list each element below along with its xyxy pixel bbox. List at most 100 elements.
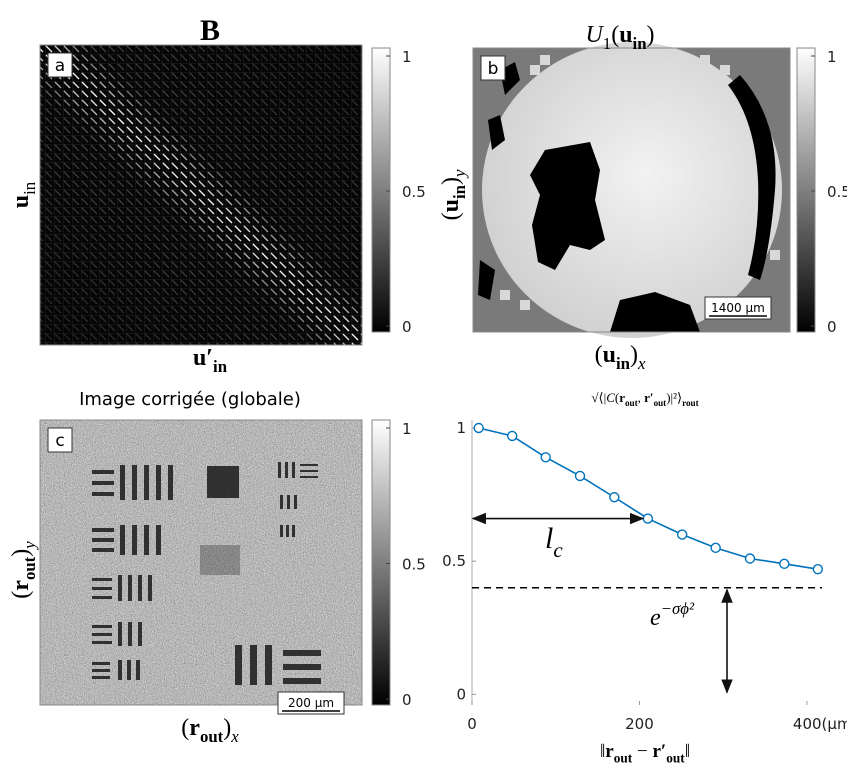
y-axis-label-part: r [619, 390, 625, 405]
y-axis-label-part: r′ [644, 390, 653, 405]
x-axis-label-part: r′ [652, 741, 666, 762]
image-frame [39, 419, 363, 706]
y-axis-label-part: out [20, 556, 39, 580]
x-axis-label-part: out [666, 751, 685, 765]
colorbar-tick-label: 1 [402, 420, 412, 438]
data-point [779, 558, 790, 570]
panel-title-part: ( [611, 22, 619, 48]
image-frame [472, 47, 791, 333]
panel-title: Image corrigée (globale) [79, 389, 301, 410]
colorbar-tick-label: 0 [402, 691, 412, 709]
panel-label: c [55, 431, 64, 451]
y-axis-label-part: u [8, 195, 34, 208]
colorbar-tick-label: 1 [827, 48, 837, 66]
x-axis-label-part: ‖ [600, 741, 605, 762]
y-axis-label-part: ) [438, 177, 464, 185]
colorbar-tick-label: 1 [402, 48, 412, 66]
x-axis-label-part: r [189, 715, 200, 741]
y-axis-label-part: ) [8, 549, 34, 557]
y-axis-label-part: ( [438, 212, 464, 220]
x-axis-label-part: ‖ [685, 741, 690, 762]
y-axis-label-part: , [638, 390, 645, 405]
y-axis-label: (uin)y [438, 169, 469, 220]
y-axis-label-part: u [438, 199, 464, 212]
panel-title-part: u [619, 22, 632, 48]
lc-label-part: c [553, 538, 563, 562]
data-point [540, 452, 551, 463]
panel-title-part: 1 [603, 34, 611, 53]
y-axis-label-part: r [8, 580, 34, 591]
panel-c-image [40, 420, 362, 705]
data-point [506, 430, 518, 442]
panel-b-image [473, 42, 790, 338]
y-tick-label: 1 [456, 419, 466, 437]
data-line [478, 427, 818, 570]
y-axis-label: √⟨|C(rout, r′out)|²⟩rout [591, 390, 698, 408]
reference-label: e−σϕ² [650, 599, 695, 631]
data-point [676, 529, 688, 540]
colorbar-tick-label: 0 [402, 318, 412, 336]
colorbar [371, 47, 391, 333]
colorbar-tick-label: 0.5 [402, 183, 426, 201]
y-axis-label-part: y [450, 169, 469, 179]
x-tick-label: 0 [467, 715, 477, 733]
scale-bar-box [277, 691, 345, 715]
data-point [642, 513, 654, 524]
lc-label-part: l [545, 522, 553, 555]
x-axis-label-part: r [605, 741, 614, 762]
lc-label: lc [545, 522, 563, 562]
data-point [609, 492, 620, 503]
x-axis-label-part: x [637, 354, 646, 373]
y-axis-label-part: in [20, 181, 39, 195]
y-axis-label-part: rout [682, 398, 699, 408]
y-tick-label: 0 [456, 685, 466, 703]
x-axis-label-part: out [200, 727, 224, 746]
scale-bar-box [704, 296, 772, 320]
x-axis-label-part: ) [630, 342, 638, 368]
figure-title: B [200, 14, 220, 47]
panel-label-box [480, 55, 506, 81]
panel-title: U1(uin) [585, 22, 654, 53]
panel-a-image [40, 45, 362, 345]
y-axis-label-part: C [606, 390, 615, 405]
x-axis-label-part: u′ [193, 345, 213, 371]
x-axis-label-part: ) [223, 715, 231, 741]
reference-label-part: e [650, 605, 661, 631]
image-frame [39, 44, 363, 346]
panel-title-part: Image corrigée (globale) [79, 389, 301, 410]
x-axis-label-part: x [230, 727, 239, 746]
x-axis-label: ‖rout − r′out‖ [600, 741, 690, 765]
x-axis-label-part: ( [181, 715, 189, 741]
y-axis-label: uin [8, 181, 39, 208]
data-point [812, 563, 824, 575]
y-axis-label-part: ( [8, 591, 34, 599]
scale-bar-label: 1400 µm [711, 301, 765, 315]
reference-label-part: ϕ² [680, 599, 695, 618]
colorbar-tick-label: 0.5 [402, 556, 426, 574]
y-axis-label-part: y [20, 541, 39, 551]
y-axis-label-part: )|²⟩ [666, 390, 682, 405]
panel-label-box [47, 427, 73, 453]
x-axis-label: (rout)x [181, 715, 239, 746]
y-axis-label-part: √⟨| [591, 390, 606, 405]
data-point [574, 470, 586, 482]
x-axis-label-part: in [616, 354, 631, 373]
data-point [710, 542, 721, 554]
x-axis-label-part: ( [595, 342, 603, 368]
x-axis-label: (uin)x [595, 342, 646, 373]
colorbar [796, 47, 816, 333]
colorbar [371, 419, 391, 706]
x-tick-label: 400(µm) [793, 715, 847, 733]
panel-label-box [47, 52, 73, 78]
x-axis-label: u′in [193, 345, 228, 376]
x-axis-label-part: out [614, 751, 633, 765]
data-point [473, 422, 484, 434]
colorbar-tick-label: 0.5 [827, 183, 847, 201]
y-axis-label: (rout)y [8, 541, 39, 599]
y-axis-label-part: ( [615, 390, 619, 405]
panel-label: a [55, 56, 65, 76]
y-axis-label-part: out [654, 398, 667, 408]
y-axis-label-part: in [450, 184, 469, 199]
x-tick-label: 200 [625, 715, 654, 733]
